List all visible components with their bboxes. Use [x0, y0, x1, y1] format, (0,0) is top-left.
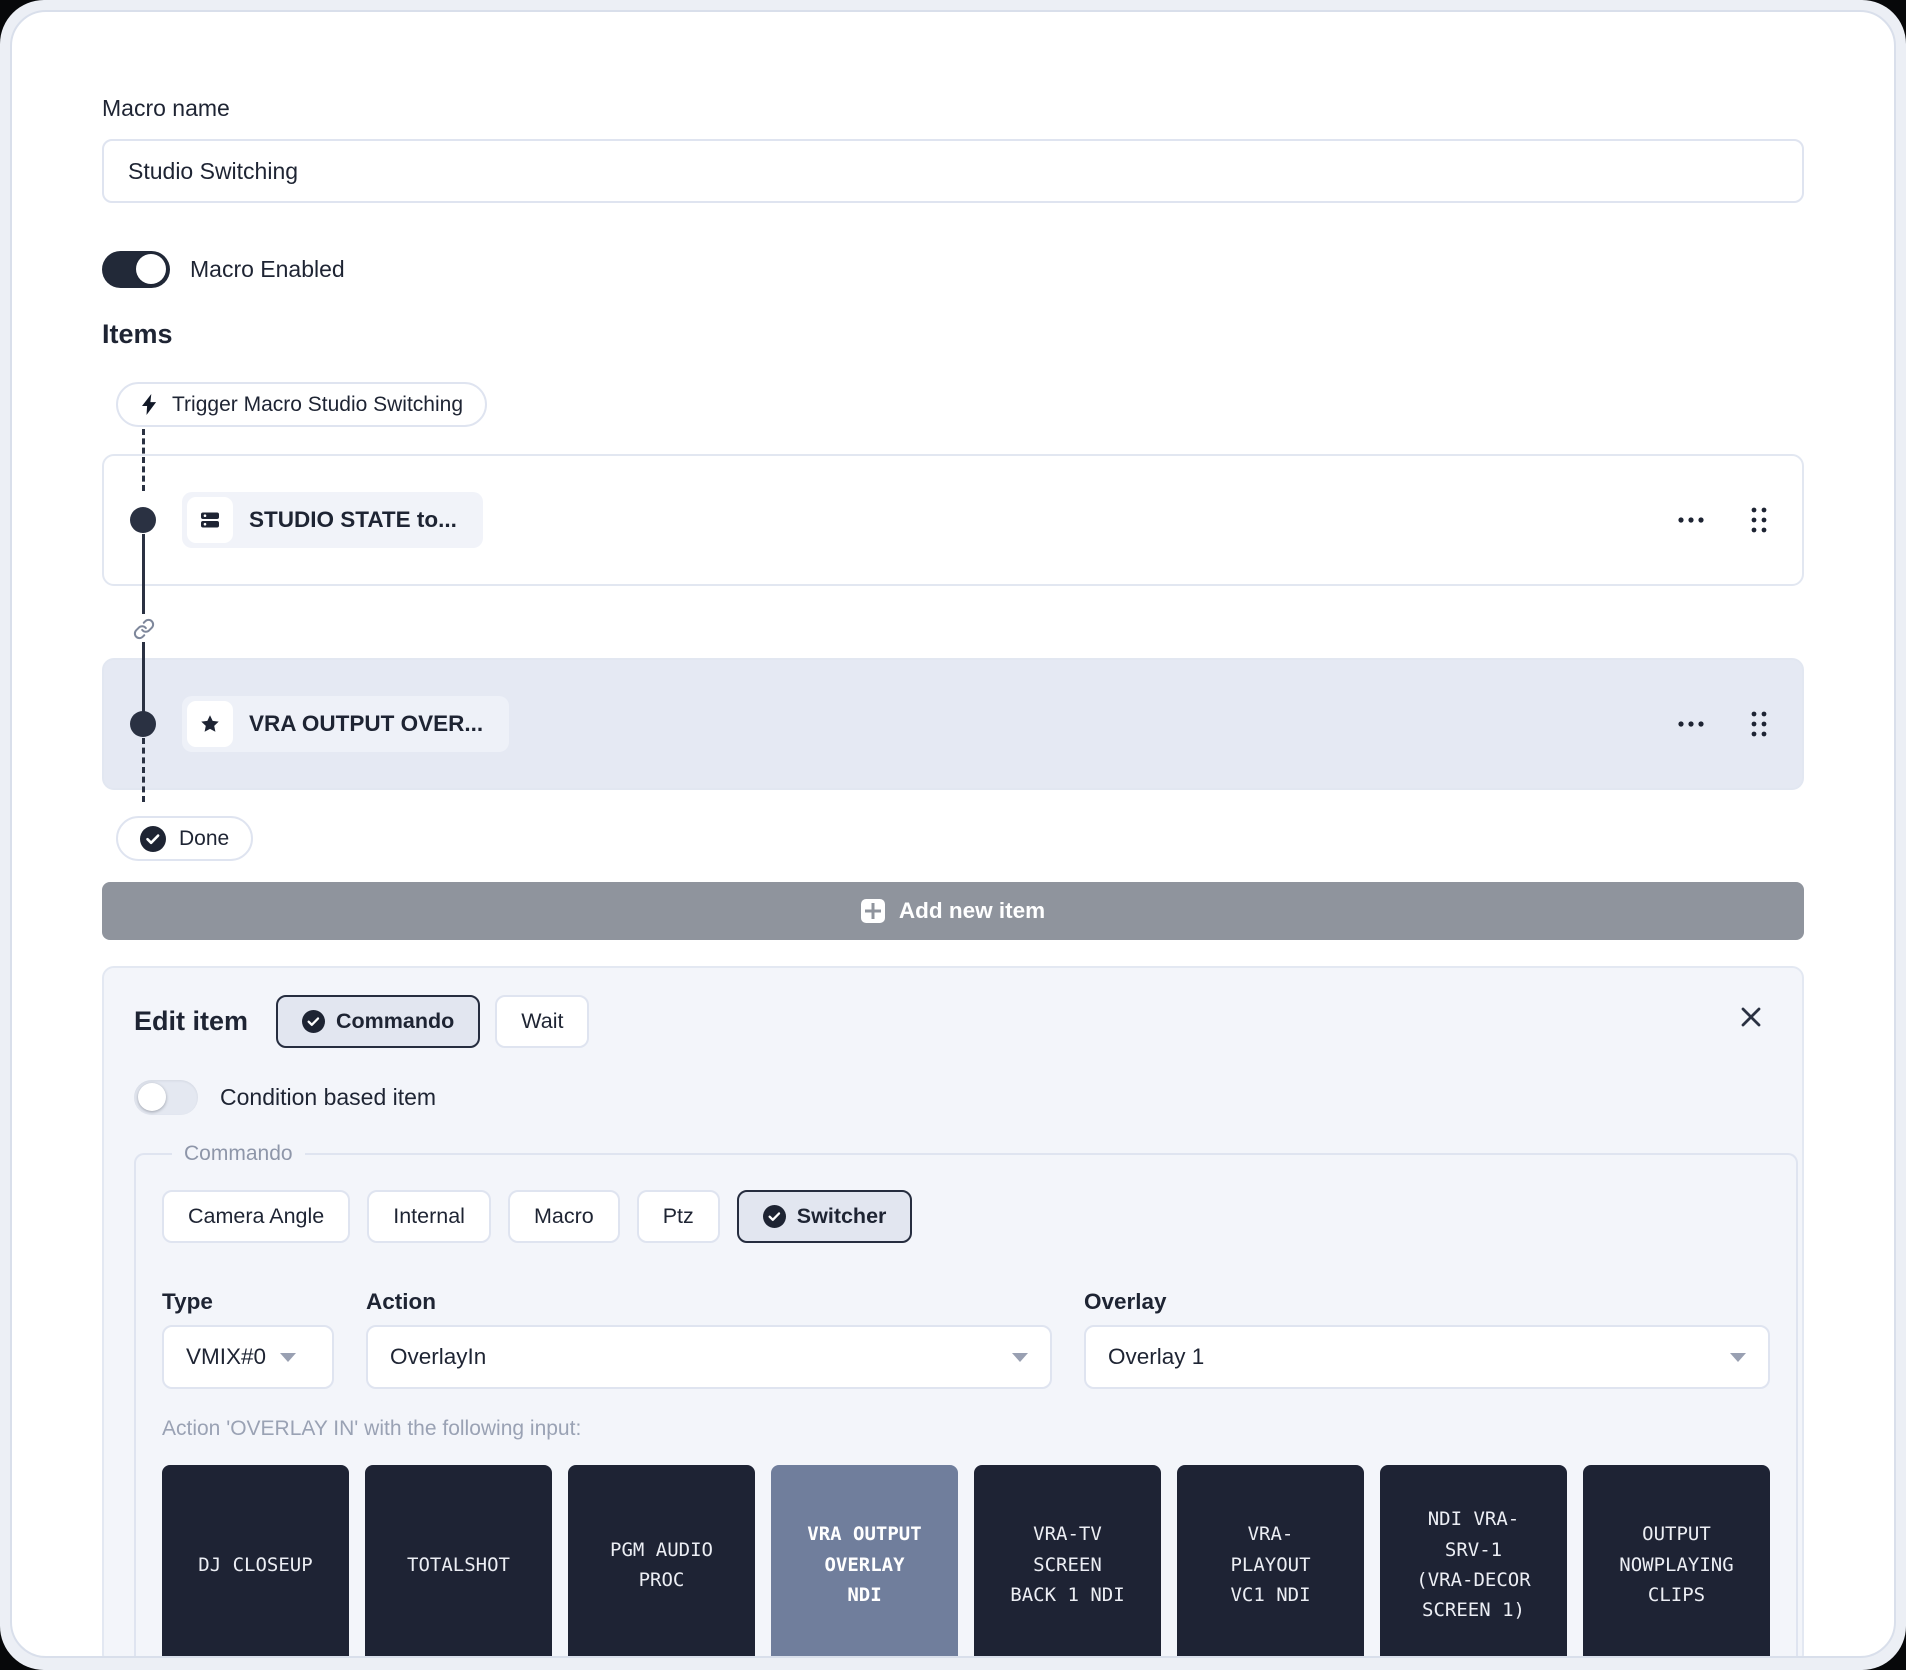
- item-row-studio-state[interactable]: STUDIO STATE to...: [102, 454, 1804, 586]
- input-tile[interactable]: NDI VRA- SRV-1 (VRA-DECOR SCREEN 1): [1380, 1465, 1567, 1656]
- item-label: STUDIO STATE to...: [249, 507, 457, 532]
- timeline-solid-segment: [142, 534, 145, 614]
- input-tile[interactable]: VRA- PLAYOUT VC1 NDI: [1177, 1465, 1364, 1656]
- check-circle-icon: [302, 1009, 326, 1033]
- tab-commando[interactable]: Commando: [276, 994, 481, 1048]
- macro-name-input[interactable]: Studio Switching: [102, 139, 1804, 203]
- chevron-down-icon: [1012, 1352, 1028, 1362]
- item-row-vra-output[interactable]: VRA OUTPUT OVER...: [102, 658, 1804, 790]
- items-flow: Trigger Macro Studio Switching STUDIO ST…: [102, 382, 1804, 862]
- macro-enabled-label: Macro Enabled: [190, 255, 345, 282]
- star-icon: [187, 701, 233, 747]
- tab-commando-label: Commando: [336, 1008, 455, 1033]
- timeline-dashed-segment: [142, 738, 145, 802]
- input-tiles-row: DJ CLOSEUP TOTALSHOT PGM AUDIO PROC VRA …: [162, 1465, 1770, 1656]
- item-menu-icon[interactable]: [1674, 707, 1708, 741]
- category-label: Macro: [533, 1204, 594, 1228]
- edit-item-panel: Edit item Commando Wait Condition based …: [102, 966, 1804, 1656]
- item-chip-studio-state[interactable]: STUDIO STATE to...: [182, 492, 483, 548]
- trigger-macro-label: Trigger Macro Studio Switching: [172, 392, 464, 416]
- overlay-select-value: Overlay 1: [1108, 1344, 1205, 1369]
- category-camera-angle[interactable]: Camera Angle: [162, 1190, 351, 1243]
- timeline-dashed-segment: [142, 429, 145, 491]
- check-circle-icon: [140, 825, 166, 852]
- item-type-tabs: Commando Wait: [276, 994, 590, 1048]
- category-ptz[interactable]: Ptz: [636, 1190, 720, 1243]
- input-tile[interactable]: VRA-TV SCREEN BACK 1 NDI: [974, 1465, 1161, 1656]
- category-label: Camera Angle: [188, 1204, 325, 1228]
- item-label: VRA OUTPUT OVER...: [249, 711, 484, 736]
- type-label: Type: [162, 1289, 213, 1314]
- plus-icon: [860, 899, 885, 923]
- link-icon: [131, 616, 156, 641]
- timeline-dot: [130, 507, 156, 533]
- input-tile[interactable]: OUTPUT NOWPLAYING CLIPS: [1583, 1465, 1770, 1656]
- type-select[interactable]: VMIX#0: [162, 1325, 334, 1389]
- trigger-macro-pill[interactable]: Trigger Macro Studio Switching: [116, 382, 488, 427]
- overlay-select[interactable]: Overlay 1: [1084, 1325, 1770, 1389]
- action-label: Action: [366, 1289, 436, 1314]
- overlay-label: Overlay: [1084, 1289, 1167, 1314]
- macro-editor-card: Macro name Studio Switching Macro Enable…: [10, 10, 1896, 1658]
- add-new-item-button[interactable]: Add new item: [102, 882, 1804, 940]
- macro-name-label: Macro name: [102, 95, 230, 121]
- commando-legend: Commando: [184, 1142, 293, 1165]
- toggle-knob: [138, 1083, 166, 1111]
- item-chip-vra-output[interactable]: VRA OUTPUT OVER...: [182, 696, 510, 752]
- category-switcher[interactable]: Switcher: [736, 1190, 913, 1243]
- condition-based-label: Condition based item: [220, 1083, 437, 1110]
- items-heading: Items: [102, 319, 173, 349]
- close-icon[interactable]: [1736, 1002, 1766, 1032]
- drag-handle-icon[interactable]: [1742, 707, 1776, 741]
- type-select-value: VMIX#0: [186, 1344, 267, 1369]
- macro-name-value: Studio Switching: [128, 157, 299, 184]
- action-select[interactable]: OverlayIn: [366, 1325, 1052, 1389]
- action-help-text: Action 'OVERLAY IN' with the following i…: [162, 1417, 582, 1440]
- category-label: Internal: [393, 1204, 465, 1228]
- category-internal[interactable]: Internal: [367, 1190, 491, 1243]
- input-tile[interactable]: PGM AUDIO PROC: [568, 1465, 755, 1656]
- tab-wait[interactable]: Wait: [495, 994, 590, 1048]
- action-select-value: OverlayIn: [390, 1344, 487, 1369]
- input-tile[interactable]: TOTALSHOT: [365, 1465, 552, 1656]
- server-icon: [187, 497, 233, 543]
- input-tile[interactable]: DJ CLOSEUP: [162, 1465, 349, 1656]
- timeline-solid-segment: [142, 642, 145, 712]
- done-pill[interactable]: Done: [116, 816, 254, 861]
- category-macro[interactable]: Macro: [507, 1190, 620, 1243]
- check-circle-icon: [762, 1205, 786, 1228]
- command-category-row: Camera Angle Internal Macro Ptz: [162, 1190, 1770, 1243]
- item-menu-icon[interactable]: [1674, 503, 1708, 537]
- tab-wait-label: Wait: [521, 1008, 564, 1033]
- commando-fieldset: Commando Camera Angle Internal Macro Ptz: [134, 1142, 1798, 1656]
- condition-based-toggle[interactable]: [134, 1079, 198, 1115]
- done-label: Done: [179, 826, 230, 850]
- drag-handle-icon[interactable]: [1742, 503, 1776, 537]
- timeline-dot: [130, 711, 156, 737]
- chevron-down-icon: [1730, 1352, 1746, 1362]
- chevron-down-icon: [280, 1352, 297, 1362]
- macro-enabled-toggle[interactable]: [102, 250, 170, 288]
- category-label: Switcher: [796, 1204, 887, 1228]
- lightning-icon: [140, 394, 159, 415]
- toggle-knob: [136, 254, 166, 284]
- add-new-item-label: Add new item: [898, 898, 1046, 923]
- edit-item-title: Edit item: [134, 1005, 249, 1036]
- category-label: Ptz: [662, 1204, 694, 1228]
- input-tile-selected[interactable]: VRA OUTPUT OVERLAY NDI: [771, 1465, 958, 1656]
